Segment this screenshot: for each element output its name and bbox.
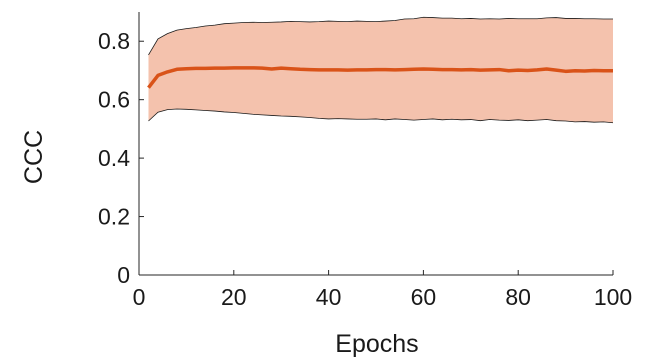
band-upper-edge — [148, 16, 613, 56]
y-tick-label: 0.6 — [98, 87, 130, 113]
x-tick-label: 100 — [594, 284, 632, 310]
y-tick-label: 0.8 — [98, 28, 130, 54]
y-tick-label: 0.4 — [98, 145, 130, 171]
band-lower-edge — [148, 108, 614, 124]
y-axis-label: CCC — [20, 130, 48, 184]
y-tick-label: 0.2 — [98, 204, 130, 230]
plot-area — [147, 16, 614, 124]
x-tick-label: 60 — [411, 284, 437, 310]
axes: 0 20 40 60 80 100 0 0.2 0.4 0.6 0.8 — [98, 12, 632, 310]
mean-line — [147, 66, 613, 89]
x-axis-label: Epochs — [335, 330, 418, 358]
x-tick-label: 40 — [316, 284, 342, 310]
x-tick-label: 0 — [133, 284, 146, 310]
x-tick-label: 20 — [221, 284, 247, 310]
y-tick-label: 0 — [117, 262, 130, 288]
x-tick-label: 80 — [505, 284, 531, 310]
